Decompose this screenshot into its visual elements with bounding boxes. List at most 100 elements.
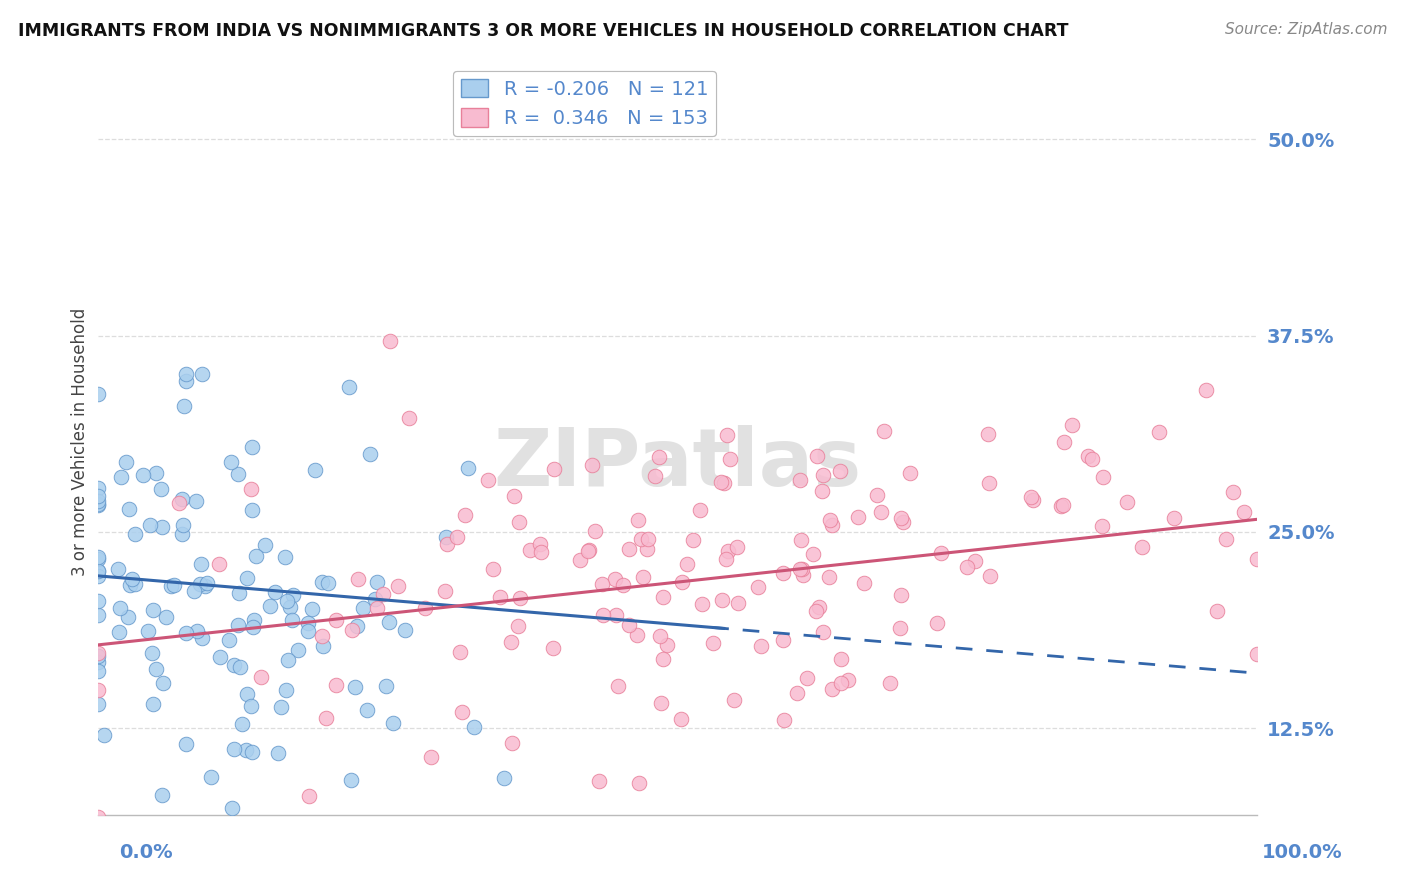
Point <box>612 578 634 592</box>
Point <box>176 737 198 751</box>
Point <box>890 588 912 602</box>
Point <box>301 601 323 615</box>
Point <box>378 334 401 348</box>
Point <box>315 711 337 725</box>
Point <box>1195 384 1218 398</box>
Point <box>454 508 477 522</box>
Point <box>371 587 394 601</box>
Point <box>576 544 599 558</box>
Point <box>965 553 987 567</box>
Point <box>789 533 811 548</box>
Point <box>86 549 108 564</box>
Text: ZIPatlas: ZIPatlas <box>494 425 862 503</box>
Point <box>436 537 458 551</box>
Point <box>714 552 737 566</box>
Point <box>188 576 211 591</box>
Point <box>346 618 368 632</box>
Point <box>86 386 108 401</box>
Point <box>541 640 564 655</box>
Point <box>243 613 266 627</box>
Point <box>226 617 249 632</box>
Point <box>337 380 360 394</box>
Point <box>723 692 745 706</box>
Point <box>1222 485 1244 500</box>
Point <box>107 562 129 576</box>
Point <box>173 399 195 413</box>
Point <box>253 538 276 552</box>
Point <box>86 809 108 823</box>
Point <box>801 547 824 561</box>
Point <box>176 367 198 381</box>
Point <box>578 542 600 557</box>
Point <box>716 428 738 442</box>
Point <box>132 468 155 483</box>
Point <box>318 575 340 590</box>
Point <box>339 772 361 787</box>
Point <box>633 570 655 584</box>
Point <box>150 788 173 802</box>
Point <box>477 473 499 487</box>
Point <box>145 466 167 480</box>
Point <box>325 613 347 627</box>
Point <box>340 623 363 637</box>
Point <box>630 532 652 546</box>
Point <box>872 424 894 438</box>
Point <box>1205 604 1227 618</box>
Point <box>304 463 326 477</box>
Point <box>898 466 921 480</box>
Point <box>1246 647 1268 661</box>
Point <box>209 649 232 664</box>
Point <box>413 601 436 615</box>
Point <box>120 578 142 592</box>
Point <box>267 747 290 761</box>
Point <box>891 515 914 529</box>
Point <box>689 503 711 517</box>
Point <box>690 597 713 611</box>
Point <box>977 426 1000 441</box>
Point <box>821 682 844 697</box>
Point <box>276 825 298 839</box>
Point <box>377 615 399 630</box>
Point <box>1092 470 1115 484</box>
Point <box>837 673 859 688</box>
Text: IMMIGRANTS FROM INDIA VS NONIMMIGRANTS 3 OR MORE VEHICLES IN HOUSEHOLD CORRELATI: IMMIGRANTS FROM INDIA VS NONIMMIGRANTS 3… <box>18 22 1069 40</box>
Point <box>718 451 741 466</box>
Point <box>239 482 262 496</box>
Point <box>503 489 526 503</box>
Point <box>676 557 699 571</box>
Point <box>297 789 319 803</box>
Point <box>1077 450 1099 464</box>
Point <box>457 460 479 475</box>
Point <box>240 440 263 454</box>
Point <box>1090 519 1112 533</box>
Point <box>228 467 250 481</box>
Point <box>627 513 650 527</box>
Point <box>174 625 197 640</box>
Point <box>717 544 740 558</box>
Point <box>398 411 420 425</box>
Point <box>152 676 174 690</box>
Point <box>124 577 146 591</box>
Point <box>394 623 416 637</box>
Point <box>228 586 250 600</box>
Point <box>259 599 281 614</box>
Point <box>195 575 218 590</box>
Point <box>356 703 378 717</box>
Point <box>222 741 245 756</box>
Point <box>669 712 692 726</box>
Point <box>1130 540 1153 554</box>
Point <box>568 553 591 567</box>
Point <box>224 657 246 672</box>
Point <box>501 735 523 749</box>
Point <box>725 540 748 554</box>
Point <box>155 609 177 624</box>
Point <box>636 542 658 557</box>
Point <box>583 524 606 538</box>
Point <box>1060 418 1083 433</box>
Point <box>588 773 610 788</box>
Point <box>110 470 132 484</box>
Point <box>86 665 108 679</box>
Point <box>86 552 108 566</box>
Point <box>86 489 108 503</box>
Point <box>86 655 108 669</box>
